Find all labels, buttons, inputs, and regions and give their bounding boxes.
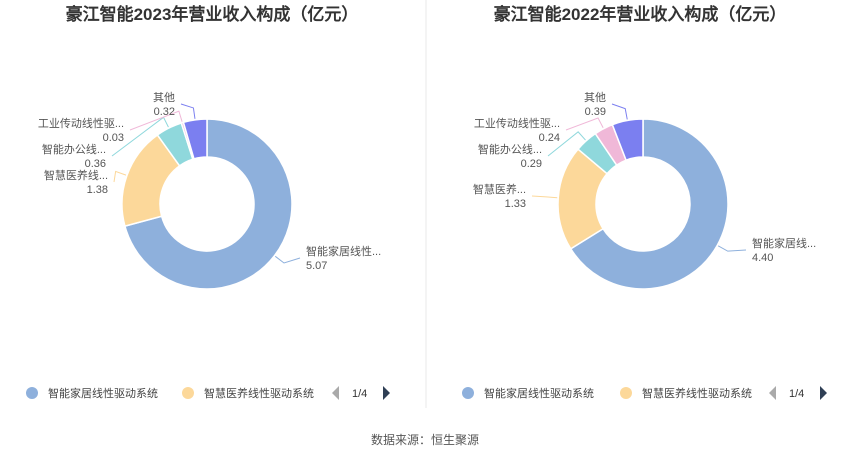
donut-chart [121, 118, 293, 290]
leader-line [565, 117, 604, 131]
slice-value-label: 1.33 [505, 198, 526, 210]
legend-swatch [462, 387, 474, 399]
slice-label: 其他 [584, 91, 606, 104]
legend-swatch [620, 387, 632, 399]
donut-slice[interactable] [124, 118, 293, 290]
slice-value-label: 1.38 [87, 184, 108, 196]
slice-value-label: 4.40 [752, 252, 773, 264]
legend-swatch [26, 387, 38, 399]
slice-value-label: 0.29 [521, 158, 542, 170]
slice-labels: 智能家居线... 4.40 智慧医养... 1.33 智能办公线... 0.29 工业传动线… [473, 91, 816, 264]
leader-line [717, 245, 747, 252]
slice-value-label: 0.03 [103, 132, 124, 144]
chart-title: 豪江智能2023年营业收入构成（亿元） [66, 4, 359, 24]
slice-label: 工业传动线性驱... [38, 116, 124, 130]
legend-swatch [182, 387, 194, 399]
leader-line [129, 110, 183, 131]
slice-label: 智慧医养线... [44, 168, 108, 182]
chart-panel-2022: 豪江智能2022年营业收入构成（亿元） 智能家居线... 4.40 智慧医养... 1… [462, 4, 827, 400]
donut-slice[interactable] [182, 118, 208, 160]
donut-chart [557, 118, 729, 290]
legend: 智能家居线性驱动系统 智慧医养线性驱动系统 1/4 [462, 386, 827, 400]
legend-item[interactable]: 智慧医养线性驱动系统 [204, 386, 314, 400]
legend-prev-icon[interactable] [332, 386, 339, 400]
legend-page-indicator: 1/4 [352, 388, 367, 400]
slice-label: 其他 [153, 91, 175, 104]
leader-line [274, 255, 301, 264]
slice-label: 智慧医养... [473, 182, 526, 196]
slice-value-label: 0.39 [585, 106, 606, 118]
chart-panel-2023: 豪江智能2023年营业收入构成（亿元） 智能家居线性... 5.07 智慧医养线..… [26, 4, 390, 400]
slice-label: 智能办公线... [478, 142, 542, 156]
leader-line [531, 195, 558, 199]
slice-value-label: 0.24 [539, 132, 560, 144]
leader-line [113, 170, 127, 183]
legend-next-icon[interactable] [820, 386, 827, 400]
chart-title: 豪江智能2022年营业收入构成（亿元） [494, 4, 787, 24]
legend-page-indicator: 1/4 [789, 388, 804, 400]
slice-value-label: 0.36 [85, 158, 106, 170]
slice-label: 智能家居线... [752, 236, 816, 250]
legend-item[interactable]: 智能家居线性驱动系统 [48, 386, 158, 400]
slice-label: 智能办公线... [42, 142, 106, 156]
slice-labels: 智能家居线性... 5.07 智慧医养线... 1.38 智能办公线... 0.36 工业传… [38, 91, 381, 272]
leader-line [547, 131, 586, 157]
slice-label: 智能家居线性... [306, 244, 381, 258]
slice-value-label: 0.32 [154, 106, 175, 118]
leader-line [611, 103, 628, 120]
legend-item[interactable]: 智慧医养线性驱动系统 [642, 386, 752, 400]
donut-slice[interactable] [611, 118, 644, 162]
donut-slice[interactable] [569, 118, 729, 290]
slice-label: 工业传动线性驱... [474, 116, 560, 130]
legend-prev-icon[interactable] [769, 386, 776, 400]
source-note: 数据来源：恒生聚源 [371, 432, 479, 447]
legend-item[interactable]: 智能家居线性驱动系统 [484, 386, 594, 400]
slice-value-label: 5.07 [306, 260, 327, 272]
legend: 智能家居线性驱动系统 智慧医养线性驱动系统 1/4 [26, 386, 390, 400]
leader-line [180, 103, 196, 119]
legend-next-icon[interactable] [383, 386, 390, 400]
